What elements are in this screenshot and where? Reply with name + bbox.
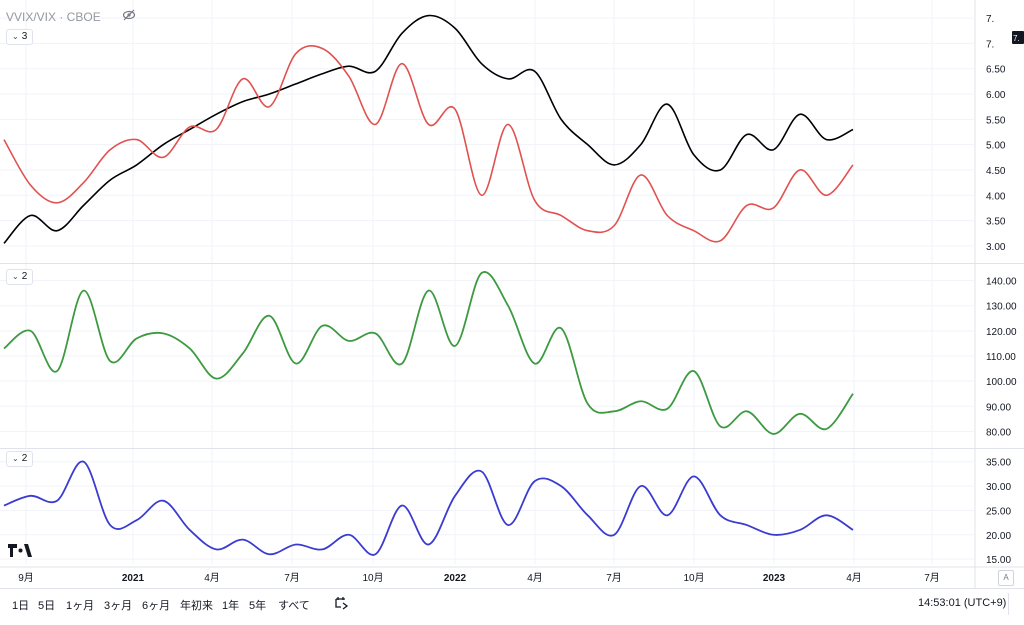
y-tick-label: 30.00 — [986, 482, 1011, 493]
timezone-clock[interactable]: 14:53:01 (UTC+9) — [918, 597, 1007, 609]
x-tick-label: 10月 — [683, 572, 704, 584]
y-tick-label: 3.00 — [986, 242, 1006, 253]
y-tick-label: 25.00 — [986, 506, 1011, 517]
y-tick-label: 5.00 — [986, 141, 1006, 152]
pane-1-collapse-chip[interactable]: ⌄ 3 — [6, 29, 34, 45]
y-tick-label: 35.00 — [986, 458, 1011, 469]
range-1d-button[interactable]: 1日 — [12, 600, 30, 612]
y-tick-label: 5.50 — [986, 115, 1006, 126]
y-tick-label: 20.00 — [986, 531, 1011, 542]
chevron-down-icon: ⌄ — [12, 454, 19, 463]
bottom-toolbar: 1日 5日 1ヶ月 3ヶ月 6ヶ月 年初来 1年 5年 すべて 14:53:01… — [0, 588, 1024, 625]
x-tick-label: 7月 — [284, 572, 300, 584]
y-tick-label: 7. — [986, 14, 994, 25]
range-ytd-button[interactable]: 年初来 — [180, 600, 213, 612]
y-tick-label: 6.50 — [986, 65, 1006, 76]
chevron-down-icon: ⌄ — [12, 32, 19, 41]
pane-divider-1[interactable] — [0, 263, 1024, 264]
x-tick-label: 7月 — [606, 572, 622, 584]
eye-hidden-icon[interactable] — [122, 9, 136, 21]
auto-scale-button[interactable]: A — [998, 570, 1014, 586]
x-tick-label: 4月 — [846, 572, 862, 584]
y-tick-label: 6.00 — [986, 90, 1006, 101]
x-tick-label: 2021 — [122, 573, 145, 584]
range-all-button[interactable]: すべて — [278, 600, 310, 612]
series-line-pane1-2[interactable] — [3, 45, 854, 243]
chart-canvas[interactable]: 3.00 3.50 4.00 4.50 5.00 5.50 6.00 6.50 7. 7. 80.0… — [0, 0, 1024, 588]
range-3m-button[interactable]: 3ヶ月 — [104, 600, 133, 612]
pane-2-collapse-chip[interactable]: ⌄ 2 — [6, 269, 34, 285]
x-tick-label: 2022 — [444, 573, 467, 584]
series-line-pane2-1[interactable] — [3, 270, 854, 435]
price-label-text: 7. — [1013, 34, 1020, 43]
pane-divider-2[interactable] — [0, 448, 1024, 449]
y-tick-label: 90.00 — [986, 402, 1011, 413]
x-tick-label: 2023 — [763, 573, 786, 584]
pane-3-collapse-chip[interactable]: ⌄ 2 — [6, 451, 34, 467]
range-1m-button[interactable]: 1ヶ月 — [66, 600, 95, 612]
x-tick-label: 10月 — [362, 572, 383, 584]
x-tick-label: 9月 — [18, 572, 34, 584]
price-label-tag — [1012, 31, 1024, 44]
y-tick-label: 3.50 — [986, 217, 1006, 228]
y-tick-label: 120.00 — [986, 327, 1017, 338]
tradingview-logo[interactable] — [8, 543, 36, 557]
y-tick-label: 4.00 — [986, 191, 1006, 202]
legend-title[interactable]: VVIX/VIX · CBOE — [6, 10, 101, 24]
range-1y-button[interactable]: 1年 — [222, 600, 240, 612]
y-tick-label: 130.00 — [986, 302, 1017, 313]
range-6m-button[interactable]: 6ヶ月 — [142, 600, 171, 612]
y-tick-label: 100.00 — [986, 377, 1017, 388]
x-tick-label: 7月 — [924, 572, 940, 584]
x-tick-label: 4月 — [527, 572, 543, 584]
range-5y-button[interactable]: 5年 — [249, 600, 267, 612]
x-tick-label: 4月 — [204, 572, 220, 584]
date-range-icon[interactable] — [334, 596, 350, 610]
series-line-pane3-1[interactable] — [3, 460, 854, 556]
series-line-pane1-1[interactable] — [3, 14, 854, 244]
y-tick-label: 7. — [986, 39, 994, 50]
range-5d-button[interactable]: 5日 — [38, 600, 56, 612]
y-tick-label: 140.00 — [986, 277, 1017, 288]
y-tick-label: 4.50 — [986, 166, 1006, 177]
toolbar-divider — [1008, 593, 1009, 615]
chevron-down-icon: ⌄ — [12, 272, 19, 281]
y-tick-label: 80.00 — [986, 427, 1011, 438]
y-tick-label: 15.00 — [986, 555, 1011, 566]
y-tick-label: 110.00 — [986, 352, 1016, 363]
